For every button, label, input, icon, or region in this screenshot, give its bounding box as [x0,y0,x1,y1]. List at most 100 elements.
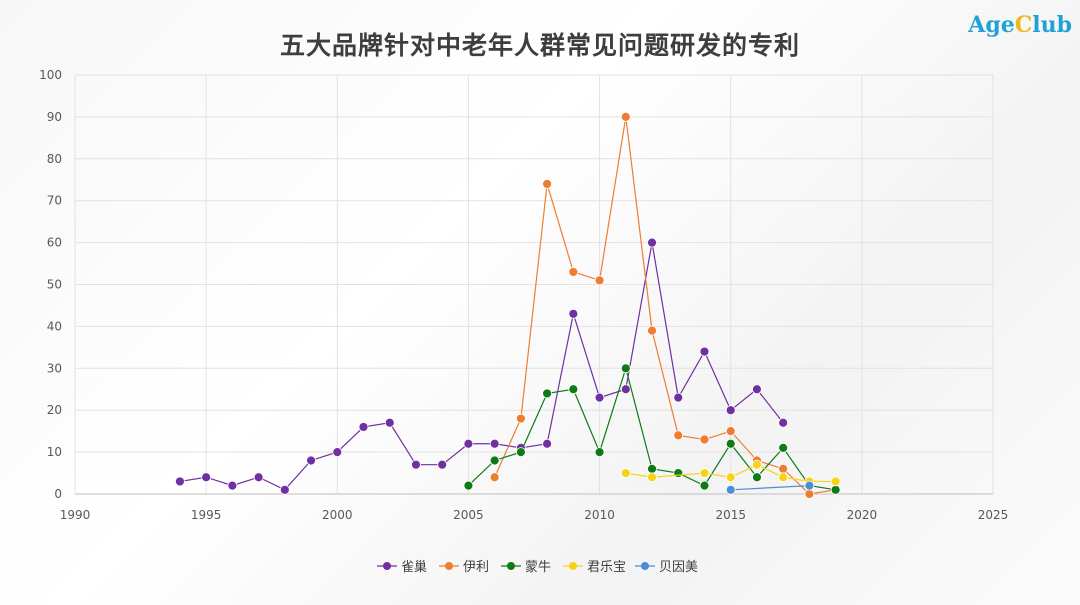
data-point [358,422,369,432]
data-point [568,308,579,319]
legend-item: 蒙牛 [501,560,551,575]
chart-axes: 0 10 20 30 40 50 60 70 80 90 100 1990 1995 2000 2005 20… [39,68,1008,522]
x-tick-label: 2000 [322,508,353,522]
y-tick-label: 70 [47,194,62,208]
data-point [778,472,789,483]
legend-item: 君乐宝 [563,560,626,575]
y-tick-label: 30 [47,361,62,375]
data-point [647,463,657,474]
series-1 [175,237,789,495]
chart-title: 五大品牌针对中老年人群常见问题研发的专利 [279,31,800,60]
data-point [332,447,343,458]
x-tick-label: 2015 [715,508,746,522]
data-point [673,392,684,403]
data-point [227,480,238,491]
ageclub-logo: AgeClub [968,12,1072,38]
y-tick-label: 50 [47,278,62,292]
data-point [752,384,762,395]
data-point [699,480,710,491]
series-line [494,116,836,495]
data-point [489,472,500,483]
series-2 [489,112,841,499]
x-tick-label: 2010 [584,508,615,522]
data-point [515,413,526,424]
data-point [830,484,841,495]
data-point [463,480,474,491]
data-point [253,472,264,483]
series-line [179,242,784,491]
data-point [620,363,631,374]
legend-item: 雀巢 [377,560,427,575]
data-point [411,459,421,470]
data-point [568,267,579,277]
data-point [384,417,395,428]
data-point [489,438,500,449]
logo-text-lub: lub [1032,12,1072,38]
data-point [306,455,316,466]
legend-label: 雀巢 [401,560,427,575]
y-tick-label: 20 [47,403,62,417]
legend-item: 贝因美 [635,560,698,575]
x-tick-label: 2020 [847,508,878,522]
legend-label: 贝因美 [659,560,698,575]
data-point [725,472,736,483]
data-point [620,384,631,395]
series-5 [725,480,815,495]
legend-item: 伊利 [439,560,489,575]
data-point [673,430,684,441]
chart-series [175,112,841,499]
data-point [778,443,789,453]
legend-marker [445,562,453,570]
data-point [699,434,710,445]
y-tick-label: 60 [47,236,62,250]
data-point [752,459,762,470]
x-tick-label: 1995 [191,508,222,522]
data-point [778,417,789,428]
data-point [620,468,631,478]
x-tick-label: 2005 [453,508,484,522]
data-point [647,472,657,483]
data-point [568,384,579,395]
data-point [542,179,553,189]
data-point [699,346,710,357]
y-tick-label: 40 [47,319,62,333]
data-point [699,468,710,478]
data-point [804,480,815,491]
data-point [752,472,762,483]
data-point [201,472,212,483]
logo-text-age: Age [968,12,1015,38]
y-tick-label: 100 [39,68,62,82]
data-point [437,459,448,470]
x-tick-label: 2025 [978,508,1009,522]
data-point [594,275,605,286]
data-point [515,447,526,458]
y-tick-label: 10 [47,445,62,459]
data-point [279,484,290,495]
series-line [730,485,810,491]
data-point [620,112,631,122]
y-tick-label: 90 [47,110,62,124]
data-point [725,438,736,449]
data-point [647,237,657,248]
logo-text-c: C [1014,12,1033,38]
data-point [594,447,605,458]
x-tick-label: 1990 [60,508,91,522]
y-tick-label: 80 [47,152,62,166]
legend-label: 蒙牛 [525,560,551,575]
data-point [594,392,605,403]
data-point [542,388,553,399]
data-point [175,476,185,487]
data-point [673,468,684,478]
legend-marker [507,562,515,570]
data-point [489,455,500,466]
data-point [778,463,789,474]
legend-marker [383,562,391,570]
data-point [804,489,815,499]
data-point [647,325,657,336]
y-tick-label: 0 [54,487,62,501]
legend-marker [641,562,649,570]
chart-grid [74,74,994,495]
legend-label: 君乐宝 [587,560,626,575]
data-point [830,476,841,487]
